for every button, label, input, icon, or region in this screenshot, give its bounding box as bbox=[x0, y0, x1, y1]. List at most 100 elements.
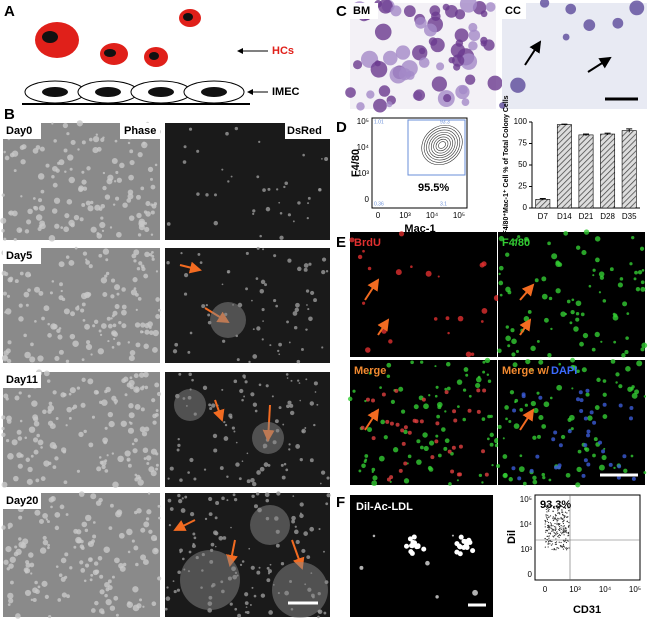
cell bbox=[48, 235, 56, 242]
cell bbox=[3, 237, 7, 241]
cell bbox=[486, 373, 490, 377]
cell bbox=[260, 279, 266, 285]
arrow bbox=[179, 261, 202, 274]
cell bbox=[37, 355, 44, 362]
cell bbox=[88, 543, 91, 546]
cell bbox=[442, 3, 450, 11]
cell bbox=[143, 273, 149, 279]
cell bbox=[193, 536, 197, 540]
axis-title: Mac-1 bbox=[404, 223, 435, 235]
micrograph bbox=[165, 372, 330, 487]
cell bbox=[241, 398, 244, 402]
quadrant-value: 93.3 bbox=[440, 119, 450, 125]
event bbox=[567, 531, 570, 534]
cell bbox=[180, 508, 186, 513]
cell bbox=[628, 416, 633, 421]
cell bbox=[373, 98, 387, 113]
cell bbox=[598, 271, 605, 277]
cell bbox=[85, 343, 93, 351]
cell bbox=[38, 205, 46, 212]
cell bbox=[151, 251, 154, 254]
cell bbox=[83, 429, 87, 434]
x-tick-label: 10⁴ bbox=[426, 211, 439, 220]
cell bbox=[487, 75, 503, 91]
cell bbox=[128, 412, 135, 419]
event bbox=[552, 529, 554, 531]
cell bbox=[180, 252, 183, 255]
event bbox=[552, 525, 554, 527]
cell bbox=[370, 60, 388, 78]
cell bbox=[54, 355, 60, 361]
contour bbox=[435, 138, 449, 152]
cell bbox=[498, 265, 504, 271]
cell bbox=[18, 537, 22, 541]
cell bbox=[434, 365, 437, 368]
cell bbox=[41, 316, 45, 321]
cell bbox=[57, 334, 63, 340]
cell bbox=[46, 520, 50, 524]
cell bbox=[154, 548, 158, 553]
event bbox=[554, 518, 556, 520]
contour bbox=[423, 127, 461, 163]
cell bbox=[243, 376, 246, 379]
cell bbox=[367, 266, 372, 271]
cell bbox=[147, 166, 154, 173]
cell bbox=[233, 379, 238, 384]
cell bbox=[302, 430, 305, 433]
cell bbox=[514, 239, 517, 242]
micrograph bbox=[1, 246, 161, 364]
cell bbox=[34, 580, 38, 585]
cell bbox=[8, 211, 12, 215]
cell bbox=[90, 226, 97, 233]
cell bbox=[29, 356, 36, 363]
cell bbox=[84, 291, 91, 299]
event bbox=[563, 529, 565, 531]
cell bbox=[101, 229, 105, 233]
cell bbox=[289, 403, 294, 408]
cell bbox=[505, 286, 511, 293]
cell bbox=[135, 342, 141, 348]
cell bbox=[17, 436, 23, 441]
bar bbox=[535, 199, 551, 209]
cell bbox=[61, 297, 66, 302]
cell bbox=[54, 512, 61, 518]
cell bbox=[321, 346, 324, 349]
cell bbox=[25, 271, 31, 278]
cell bbox=[261, 308, 265, 312]
event bbox=[544, 526, 546, 528]
cell bbox=[631, 236, 635, 240]
cell bbox=[127, 601, 131, 605]
cell bbox=[403, 5, 416, 18]
arrow bbox=[519, 283, 535, 301]
cell bbox=[365, 397, 370, 402]
cell bbox=[262, 320, 264, 322]
cell bbox=[154, 163, 158, 167]
cell bbox=[602, 402, 607, 407]
cell bbox=[9, 556, 16, 563]
cell bbox=[275, 543, 280, 548]
cell bbox=[172, 580, 175, 583]
cell bbox=[33, 416, 39, 422]
cell bbox=[63, 226, 70, 233]
cell bbox=[291, 519, 296, 524]
cell bbox=[66, 594, 70, 599]
cell bbox=[321, 257, 327, 262]
cell bbox=[285, 468, 289, 472]
cell bbox=[139, 426, 146, 433]
cell bbox=[364, 399, 367, 403]
cell bbox=[208, 403, 212, 407]
cell bbox=[115, 196, 120, 201]
cell bbox=[557, 463, 562, 468]
cell bbox=[422, 432, 428, 438]
cell bbox=[390, 5, 402, 17]
cell bbox=[196, 149, 200, 153]
cell bbox=[67, 154, 74, 161]
cell bbox=[92, 147, 99, 154]
cell bbox=[20, 159, 26, 165]
event bbox=[557, 523, 560, 525]
cell bbox=[139, 598, 143, 602]
cell bbox=[571, 387, 574, 390]
cell bbox=[150, 233, 154, 236]
event bbox=[560, 541, 562, 544]
cell bbox=[107, 585, 113, 591]
